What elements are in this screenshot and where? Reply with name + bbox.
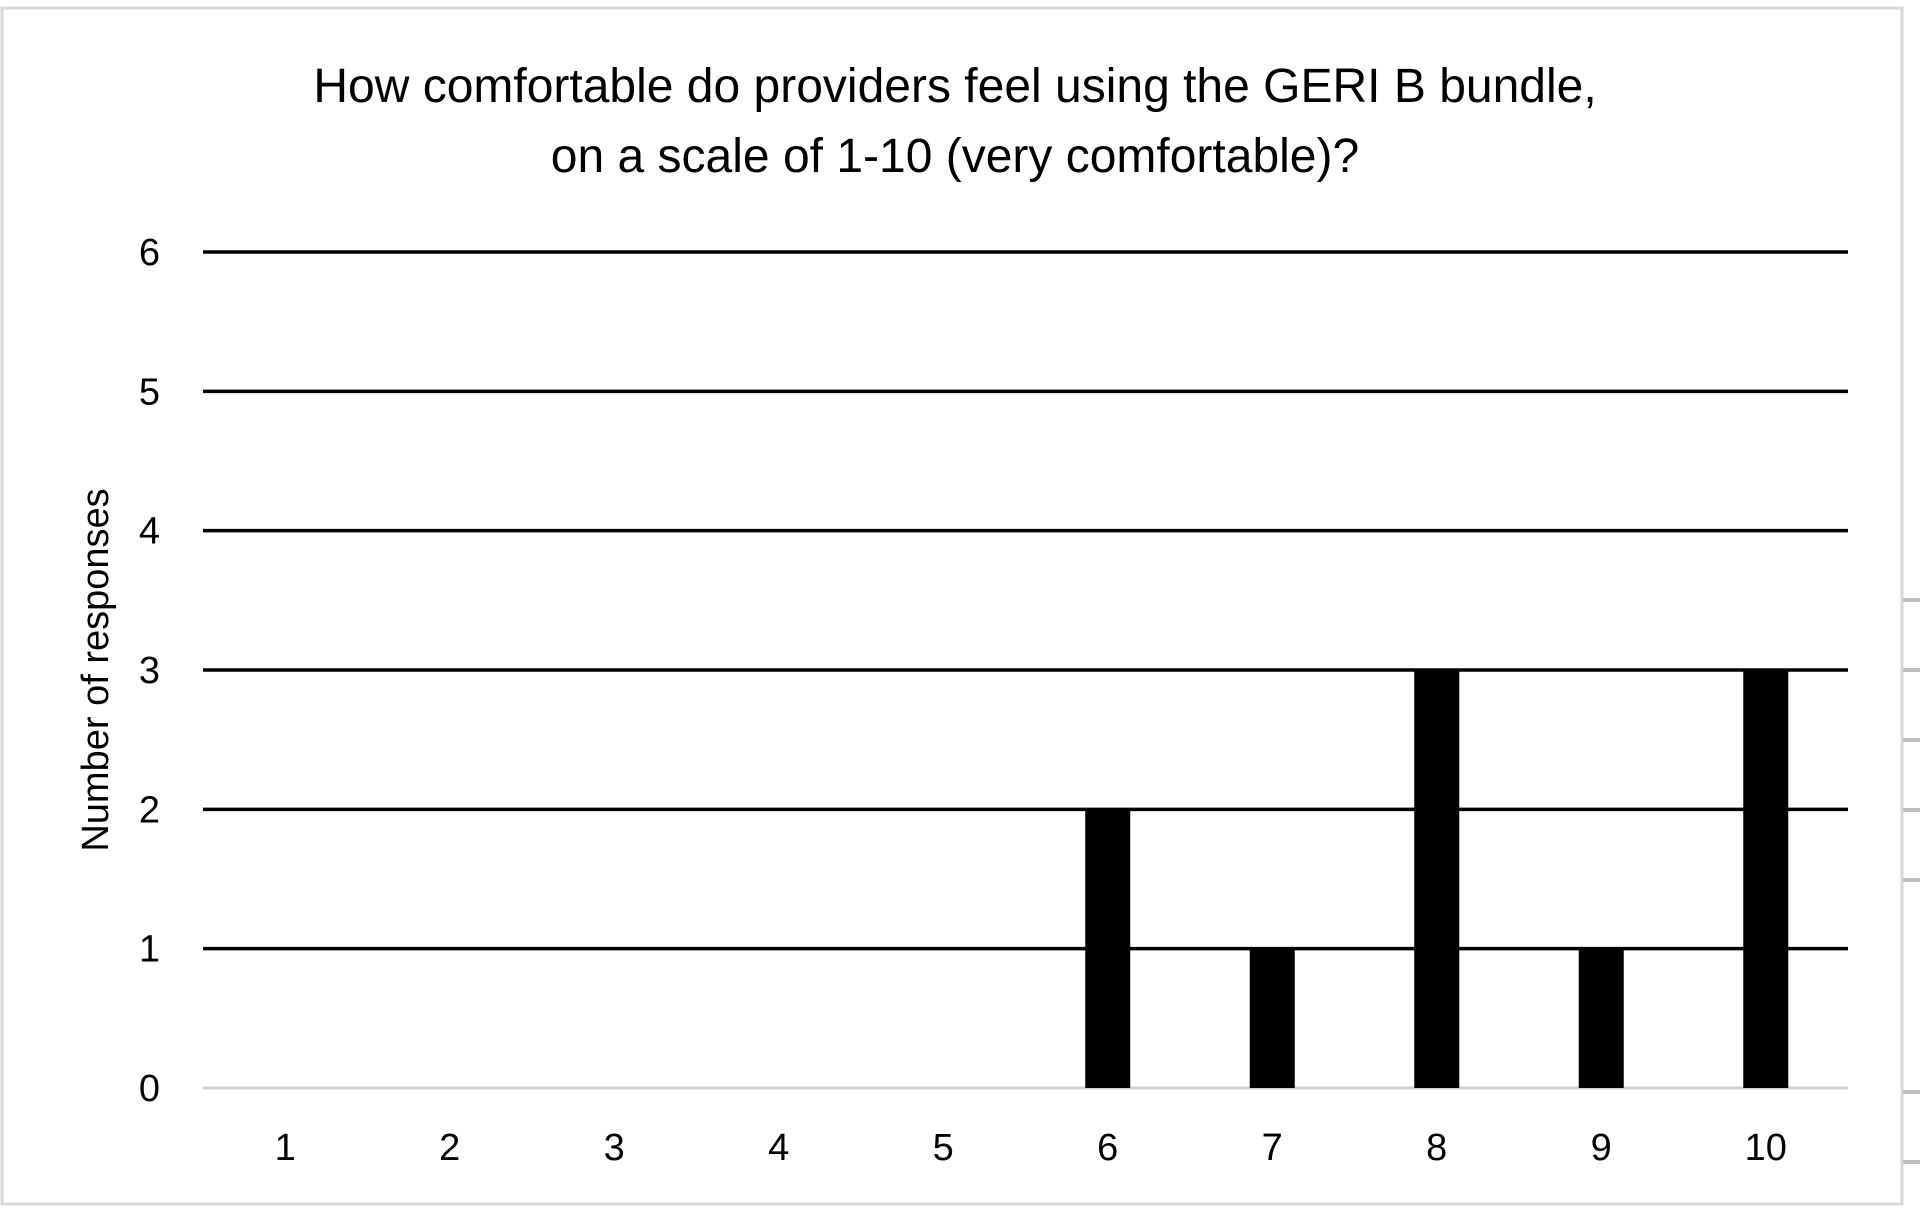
x-tick-label: 8 [1426, 1127, 1447, 1169]
y-tick-label: 6 [139, 232, 160, 274]
bar-10 [1743, 670, 1789, 1088]
right-edge-marks [1903, 598, 1920, 1164]
chart-title-line-1: How comfortable do providers feel using … [313, 60, 1596, 113]
y-tick-label: 4 [139, 511, 160, 553]
bar-6 [1085, 809, 1131, 1088]
x-tick-label: 7 [1262, 1127, 1283, 1169]
x-tick-label: 2 [439, 1127, 460, 1169]
y-axis-label: Number of responses [75, 488, 117, 851]
y-tick-label: 3 [139, 650, 160, 692]
y-tick-label: 1 [139, 929, 160, 971]
bar-9 [1578, 948, 1624, 1088]
x-tick-label: 6 [1097, 1127, 1118, 1169]
bar-7 [1249, 948, 1295, 1088]
x-tick-label: 5 [933, 1127, 954, 1169]
bar-8 [1414, 670, 1460, 1088]
x-tick-label: 10 [1745, 1127, 1787, 1169]
x-tick-labels: 1 2 3 4 5 6 7 8 9 10 [275, 1127, 1787, 1169]
bars [1085, 670, 1789, 1088]
gridlines [203, 250, 1848, 1090]
y-tick-labels: 0 1 2 3 4 5 6 [139, 232, 160, 1110]
y-tick-label: 2 [139, 789, 160, 831]
chart-title-line-2: on a scale of 1-10 (very comfortable)? [551, 130, 1359, 183]
x-tick-label: 9 [1591, 1127, 1612, 1169]
y-tick-label: 5 [139, 371, 160, 413]
x-tick-label: 4 [768, 1127, 789, 1169]
x-tick-label: 3 [604, 1127, 625, 1169]
x-tick-label: 1 [275, 1127, 296, 1169]
y-tick-label: 0 [139, 1068, 160, 1110]
